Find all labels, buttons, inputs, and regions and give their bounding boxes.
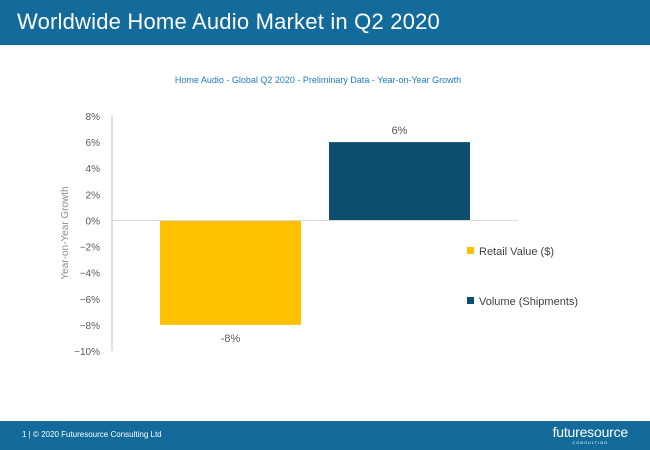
y-axis-ticks: 8% 6% 4% 2% 0% −2% −4% −6% −8% −10% <box>74 112 100 358</box>
bars: -8% 6% <box>160 125 470 345</box>
y-tick-label: 6% <box>86 138 101 149</box>
logo-subtext: CONSULTING <box>572 440 609 445</box>
title-bar: Worldwide Home Audio Market in Q2 2020 <box>0 0 650 45</box>
y-tick-label: −8% <box>80 321 100 332</box>
futuresource-logo: futuresource CONSULTING <box>552 424 629 445</box>
footer-copyright: 1 | © 2020 Futuresource Consulting Ltd <box>22 430 162 439</box>
data-label: 6% <box>392 125 408 137</box>
bar-retail-value <box>160 220 301 325</box>
legend: Retail Value ($) Volume (Shipments) <box>467 246 578 308</box>
y-tick-label: 2% <box>86 190 101 201</box>
legend-label: Retail Value ($) <box>479 246 554 258</box>
y-tick-label: −10% <box>74 347 100 358</box>
y-tick-label: −4% <box>80 269 100 280</box>
y-tick-label: 4% <box>86 164 101 175</box>
y-tick-label: −6% <box>80 295 100 306</box>
footer-bar: 1 | © 2020 Futuresource Consulting Ltd f… <box>0 421 650 450</box>
data-label: -8% <box>221 333 241 345</box>
y-axis-title: Year-on-Year Growth <box>60 186 71 279</box>
chart-subtitle: Home Audio - Global Q2 2020 - Preliminar… <box>175 75 461 85</box>
legend-swatch <box>467 297 474 304</box>
y-tick-label: −2% <box>80 243 100 254</box>
y-tick-label: 0% <box>86 216 101 227</box>
logo-wordmark: futuresource <box>552 424 629 440</box>
page-title: Worldwide Home Audio Market in Q2 2020 <box>17 9 440 34</box>
chart: Home Audio - Global Q2 2020 - Preliminar… <box>60 75 578 358</box>
legend-label: Volume (Shipments) <box>479 296 578 308</box>
y-tick-label: 8% <box>86 112 101 123</box>
legend-swatch <box>467 247 474 254</box>
bar-volume-shipments <box>329 142 470 221</box>
